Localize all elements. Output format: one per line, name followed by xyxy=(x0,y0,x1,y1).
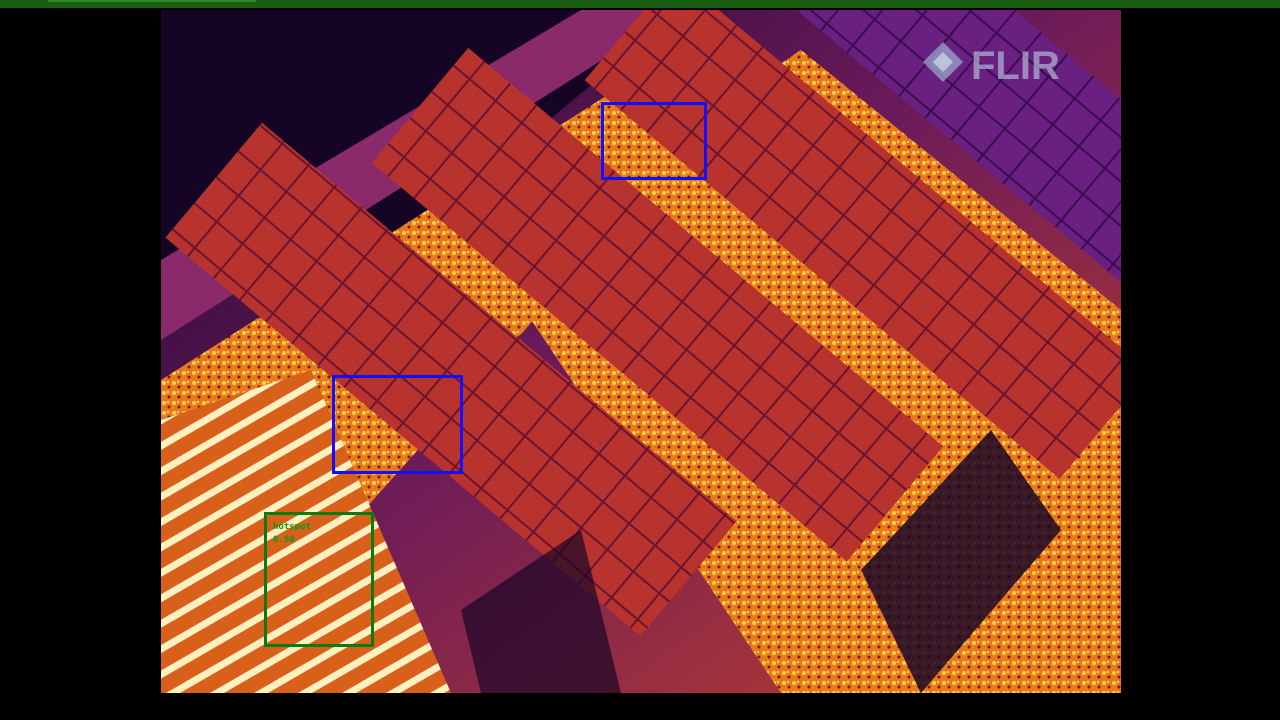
progress-bar[interactable] xyxy=(48,0,256,2)
detection-score: 0.50 xyxy=(273,535,295,545)
thermal-video-frame: FLIR hotspot 0.50 xyxy=(161,10,1121,693)
thermal-image xyxy=(161,10,1121,693)
flir-logo-text: FLIR xyxy=(971,44,1060,88)
detection-class: hotspot xyxy=(273,522,311,532)
detection-box-hotspot[interactable]: hotspot 0.50 xyxy=(264,512,374,647)
detection-label: hotspot 0.50 xyxy=(273,521,311,547)
flir-logo: FLIR xyxy=(921,34,1121,104)
flir-logo-mark-icon: FLIR xyxy=(923,42,1060,88)
top-status-bar xyxy=(0,0,1280,8)
detection-box[interactable] xyxy=(332,375,463,474)
detection-box[interactable] xyxy=(601,102,707,180)
